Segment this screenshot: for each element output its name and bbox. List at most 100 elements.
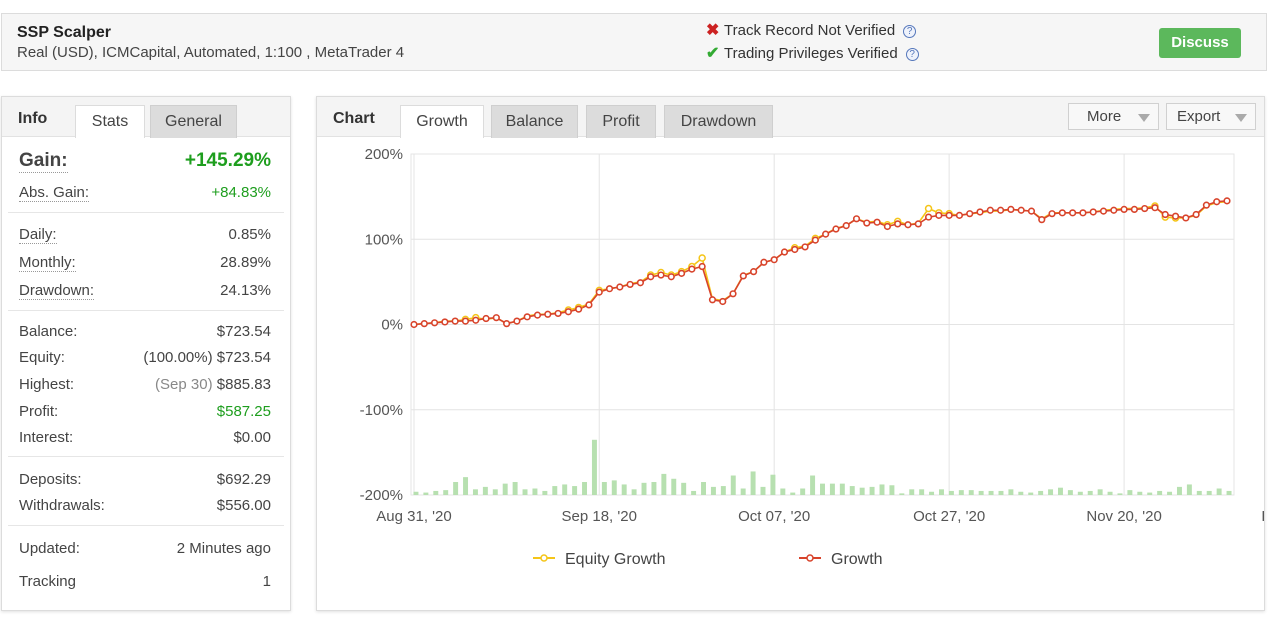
tab-profit[interactable]: Profit xyxy=(586,105,656,138)
growth-point xyxy=(966,210,974,218)
highest-value: $885.83 xyxy=(216,376,271,393)
track-record-label: Track Record Not Verified xyxy=(724,22,896,39)
interest-value: $0.00 xyxy=(233,429,271,446)
growth-point xyxy=(945,211,953,219)
growth-point xyxy=(698,262,706,271)
highest-label: Highest: xyxy=(19,376,75,393)
x-tick-label: Aug 31, '20 xyxy=(376,508,451,525)
abs-gain-label[interactable]: Abs. Gain: xyxy=(19,184,90,202)
growth-point xyxy=(750,268,758,276)
y-tick-label: -100% xyxy=(360,402,403,419)
volume-bar xyxy=(820,483,825,495)
volume-bar xyxy=(532,488,538,495)
growth-point xyxy=(822,230,830,238)
tab-balance[interactable]: Balance xyxy=(491,105,578,138)
volume-bar xyxy=(760,486,766,495)
divider xyxy=(8,525,284,526)
volume-bar xyxy=(1226,490,1232,495)
growth-point xyxy=(832,225,840,233)
volume-bar xyxy=(948,490,954,495)
x-tick-label: Sep 18, '20 xyxy=(562,508,637,525)
growth-point xyxy=(904,221,912,229)
growth-point xyxy=(616,283,624,291)
divider xyxy=(8,212,284,213)
volume-bar xyxy=(443,490,449,495)
gain-label[interactable]: Gain: xyxy=(19,150,68,173)
volume-bar xyxy=(1206,490,1212,495)
growth-point xyxy=(585,301,593,309)
volume-bar xyxy=(1067,490,1073,495)
volume-bar xyxy=(1186,484,1192,495)
info-tabbar: Info Stats General xyxy=(2,97,290,138)
growth-point xyxy=(1151,204,1159,212)
volume-bar xyxy=(919,489,925,495)
growth-point xyxy=(811,236,819,244)
growth-point xyxy=(883,222,891,231)
tab-general[interactable]: General xyxy=(150,105,237,138)
more-dropdown[interactable]: More xyxy=(1068,103,1159,130)
volume-bar xyxy=(978,490,984,495)
growth-point xyxy=(863,219,871,227)
equity-value-group: (100.00%) $723.54 xyxy=(143,349,271,366)
growth-point xyxy=(472,316,480,324)
tab-drawdown[interactable]: Drawdown xyxy=(664,105,773,138)
volume-bar xyxy=(780,488,786,495)
growth-point xyxy=(1058,209,1066,217)
volume-bar xyxy=(1137,491,1143,495)
volume-bar xyxy=(552,486,558,495)
growth-point xyxy=(1120,205,1128,214)
growth-point xyxy=(1141,204,1149,213)
highest-value-group: (Sep 30) $885.83 xyxy=(155,376,271,393)
deposits-value: $692.29 xyxy=(216,471,271,488)
volume-bar xyxy=(423,492,429,495)
withdrawals-value: $556.00 xyxy=(216,497,271,514)
growth-point xyxy=(873,218,881,226)
growth-point xyxy=(554,309,562,318)
growth-point xyxy=(533,311,542,319)
volume-bar xyxy=(413,491,419,495)
y-tick-label: 0% xyxy=(381,317,403,334)
volume-bar xyxy=(661,473,667,495)
tab-stats[interactable]: Stats xyxy=(75,105,145,138)
updated-value: 2 Minutes ago xyxy=(176,540,271,557)
growth-point xyxy=(441,318,449,326)
drawdown-label[interactable]: Drawdown: xyxy=(19,282,95,300)
volume-bar xyxy=(1057,487,1063,495)
discuss-button[interactable]: Discuss xyxy=(1159,28,1241,58)
volume-bar xyxy=(899,493,905,495)
volume-bar xyxy=(968,490,974,495)
y-tick-label: 100% xyxy=(365,231,403,248)
growth-point xyxy=(894,220,902,228)
volume-bar xyxy=(433,490,439,495)
growth-point xyxy=(595,288,603,296)
volume-bar xyxy=(939,489,944,495)
legend-equity-marker xyxy=(540,554,548,562)
tab-growth[interactable]: Growth xyxy=(400,105,484,138)
monthly-label[interactable]: Monthly: xyxy=(19,254,76,272)
growth-point xyxy=(1099,207,1108,215)
growth-point xyxy=(1161,210,1169,219)
export-dropdown[interactable]: Export xyxy=(1166,103,1256,130)
trading-privileges-status: ✔ Trading Privileges Verified? xyxy=(706,43,919,63)
daily-label[interactable]: Daily: xyxy=(19,226,57,244)
volume-bar xyxy=(611,480,617,495)
volume-bar xyxy=(1167,491,1173,495)
volume-bar xyxy=(929,491,935,495)
balance-value: $723.54 xyxy=(216,323,271,340)
daily-value: 0.85% xyxy=(228,226,271,243)
growth-point xyxy=(955,211,964,219)
profit-value: $587.25 xyxy=(216,403,271,420)
chevron-down-icon xyxy=(1138,114,1150,122)
equity-percent: (100.00%) xyxy=(143,349,213,366)
system-name: SSP Scalper xyxy=(17,24,111,41)
growth-point xyxy=(1213,198,1221,206)
monthly-value: 28.89% xyxy=(220,254,271,271)
volume-bar xyxy=(1097,489,1103,495)
tracking-value: 1 xyxy=(262,573,271,590)
highest-date: (Sep 30) xyxy=(155,376,213,393)
help-icon[interactable]: ? xyxy=(905,48,919,61)
help-icon[interactable]: ? xyxy=(903,25,917,38)
cross-icon: ✖ xyxy=(706,22,720,39)
updated-label: Updated: xyxy=(19,540,80,557)
legend-growth-marker xyxy=(806,554,814,562)
